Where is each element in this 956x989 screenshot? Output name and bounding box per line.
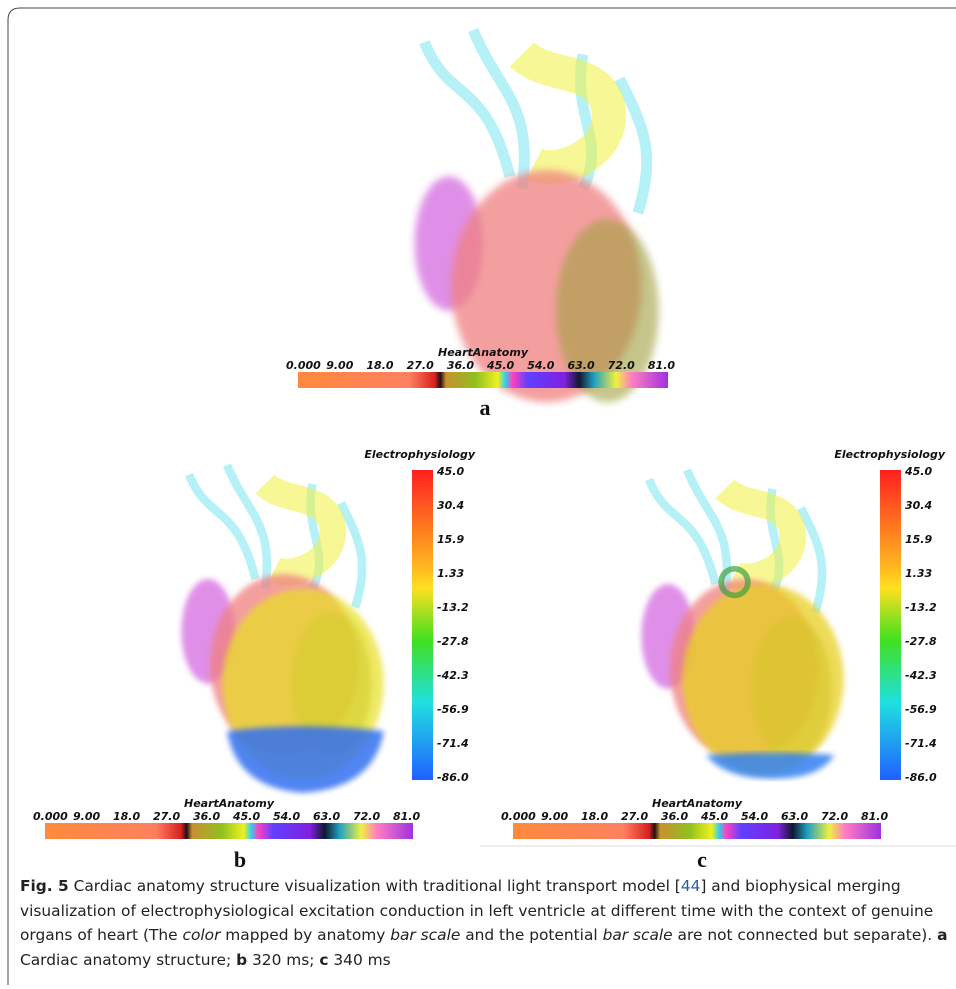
color-bar-tick: 81.0 — [393, 810, 420, 823]
color-bar-tick: 1.33 — [905, 567, 932, 580]
color-bar-tick: 36.0 — [661, 810, 688, 823]
color-bar-tick: 54.0 — [273, 810, 300, 823]
color-bar-title: HeartAnatomy — [438, 346, 529, 359]
color-bar-tick: 18.0 — [113, 810, 140, 823]
color-bar-tick: 45.0 — [486, 359, 514, 372]
reference-link[interactable]: 44 — [680, 877, 701, 895]
panel-label: a — [480, 395, 491, 420]
color-bar-tick: 27.0 — [153, 810, 180, 823]
color-bar-tick: 72.0 — [608, 359, 635, 372]
caption-text: Cardiac anatomy structure; — [20, 950, 237, 969]
anatomy-color-bar — [513, 823, 881, 839]
heart-rendering — [181, 465, 383, 793]
color-bar-tick: -42.3 — [437, 669, 469, 682]
color-bar-tick: -86.0 — [437, 771, 469, 784]
panel-label: b — [234, 847, 246, 872]
color-bar-title: Electrophysiology — [834, 448, 945, 461]
panel-ref: b — [236, 950, 248, 969]
caption-text: are not connected but separate). — [672, 926, 938, 944]
color-bar-tick: 9.00 — [326, 359, 353, 372]
color-bar-tick: 18.0 — [581, 810, 608, 823]
color-bar-title: HeartAnatomy — [184, 797, 275, 810]
panel-ref: a — [937, 926, 948, 944]
electro-color-bar — [880, 470, 901, 780]
color-bar-tick: 45.0 — [904, 465, 932, 478]
color-bar-tick: 9.00 — [541, 810, 568, 823]
caption-emphasis: bar scale — [390, 926, 461, 944]
caption-text: mapped by anatomy — [220, 926, 391, 944]
color-bar-tick: 63.0 — [567, 359, 594, 372]
color-bar-tick: 9.00 — [73, 810, 100, 823]
color-bar-tick: 81.0 — [861, 810, 888, 823]
heart-rendering — [641, 470, 843, 779]
frame — [7, 7, 956, 985]
caption: Fig. 5 Cardiac anatomy structure visuali… — [20, 874, 948, 972]
anatomy-color-bar — [45, 823, 413, 839]
color-bar-tick: 15.9 — [437, 533, 464, 546]
color-bar-tick: 27.0 — [621, 810, 648, 823]
color-bar-tick: -56.9 — [437, 703, 469, 716]
color-bar-tick: -71.4 — [437, 737, 469, 750]
color-bar-tick: 27.0 — [407, 359, 434, 372]
caption-text: and the potential — [460, 926, 603, 944]
color-bar-tick: 45.0 — [436, 465, 464, 478]
color-bar-tick: -56.9 — [905, 703, 937, 716]
caption-text: 320 ms; — [247, 950, 320, 969]
caption-text: 340 ms — [328, 950, 391, 969]
color-bar-tick: 0.000 — [33, 810, 68, 823]
color-bar-tick: 18.0 — [366, 359, 393, 372]
color-bar-tick: 36.0 — [447, 359, 474, 372]
color-bar-tick: 30.4 — [905, 499, 932, 512]
color-bar-tick: -27.8 — [905, 635, 937, 648]
color-bar-tick: 72.0 — [821, 810, 848, 823]
color-bar-tick: -42.3 — [905, 669, 937, 682]
caption-emphasis: bar scale — [602, 926, 673, 944]
color-bar-title: HeartAnatomy — [652, 797, 743, 810]
color-bar-tick: 63.0 — [781, 810, 808, 823]
color-bar-tick: 45.0 — [700, 810, 728, 823]
color-bar-tick: 1.33 — [437, 567, 464, 580]
color-bar-tick: -13.2 — [437, 601, 469, 614]
color-bar-tick: 72.0 — [353, 810, 380, 823]
figure-label: Fig. 5 — [20, 877, 69, 895]
color-bar-tick: 81.0 — [648, 359, 675, 372]
color-bar-tick: 0.000 — [286, 359, 321, 372]
color-bar-tick: -27.8 — [437, 635, 469, 648]
electro-color-bar — [412, 470, 433, 780]
color-bar-tick: 45.0 — [232, 810, 260, 823]
caption-text: ] and biophysical merging visualization … — [20, 877, 934, 944]
color-bar-title: Electrophysiology — [364, 448, 475, 461]
caption-emphasis: color — [182, 926, 221, 944]
color-bar-tick: 54.0 — [741, 810, 768, 823]
color-bar-tick: -13.2 — [905, 601, 937, 614]
color-bar-tick: 63.0 — [313, 810, 340, 823]
color-bar-tick: 0.000 — [501, 810, 536, 823]
panel-ref: c — [319, 950, 329, 969]
color-bar-tick: 30.4 — [437, 499, 464, 512]
panel-label: c — [697, 847, 707, 872]
color-bar-tick: 54.0 — [527, 359, 554, 372]
anatomy-color-bar — [298, 372, 668, 388]
color-bar-tick: 36.0 — [193, 810, 220, 823]
color-bar-tick: -86.0 — [905, 771, 937, 784]
color-bar-tick: 15.9 — [905, 533, 932, 546]
caption-text: Cardiac anatomy structure visualization … — [68, 877, 681, 895]
color-bar-tick: -71.4 — [905, 737, 937, 750]
